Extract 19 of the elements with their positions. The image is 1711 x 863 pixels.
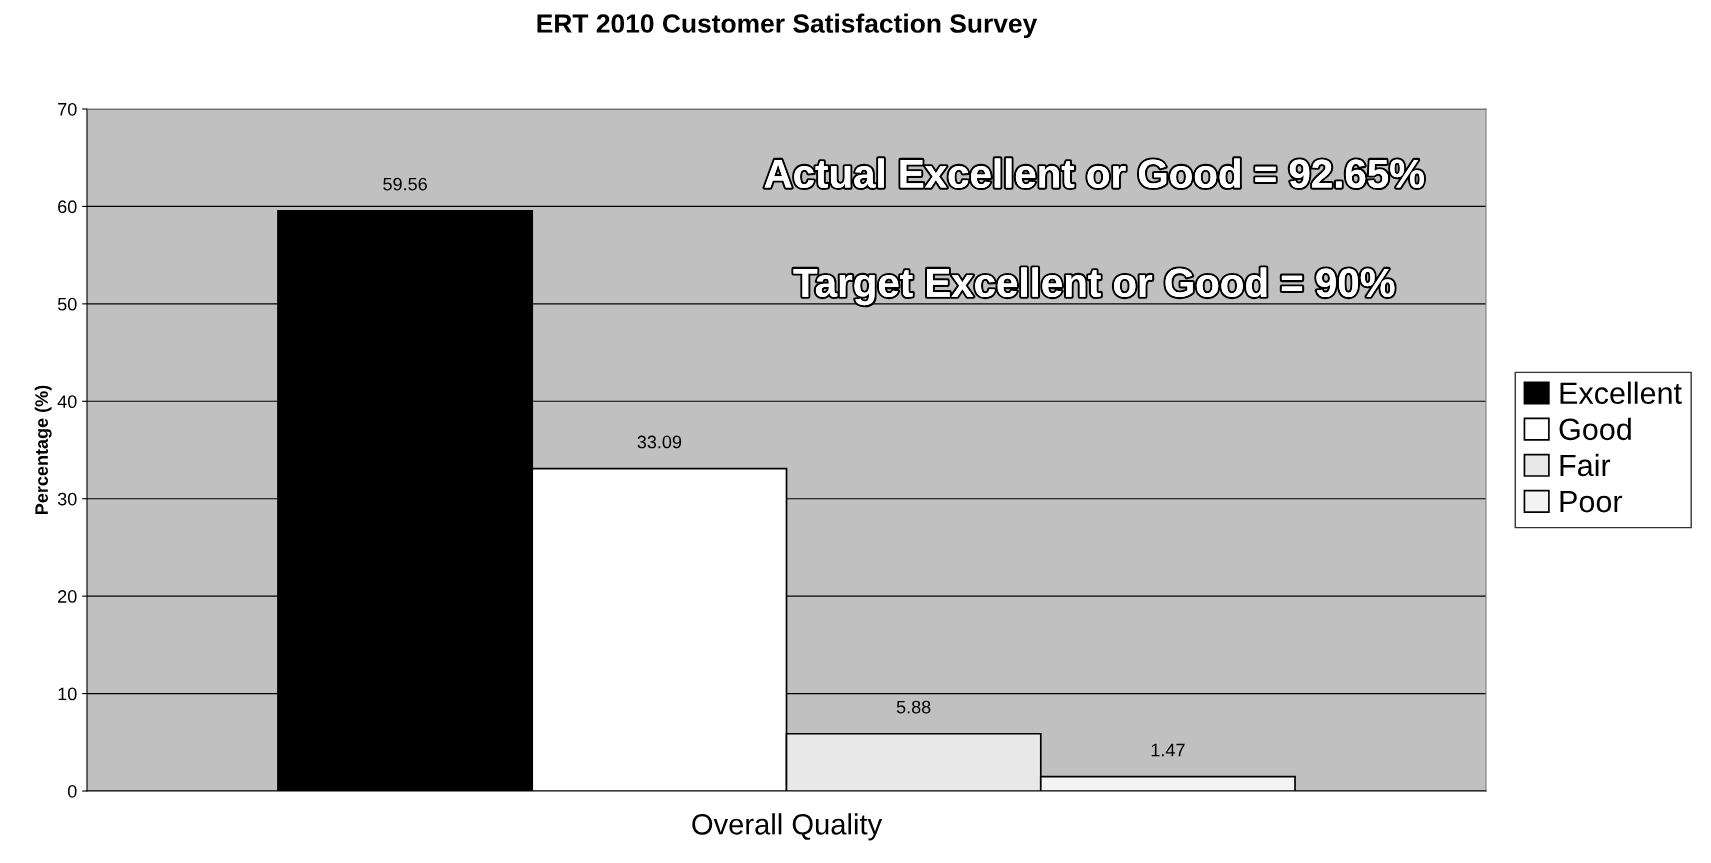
data-label: 1.47: [1151, 743, 1185, 757]
legend-label: Excellent: [1560, 381, 1682, 405]
y-tick-label: 30: [57, 492, 77, 506]
x-tick-label: Overall Quality: [692, 813, 883, 841]
y-tick-label: 40: [57, 395, 77, 409]
legend-label: Good: [1559, 417, 1631, 441]
y-axis-title: Percentage (%): [34, 385, 52, 515]
y-tick-label: 70: [58, 102, 77, 116]
data-label: 33.09: [637, 435, 682, 449]
chart-title: ERT 2010 Customer Satisfaction Survey: [537, 13, 1038, 39]
y-tick-label: 60: [58, 200, 77, 214]
data-label: 5.88: [896, 700, 931, 714]
y-tick-label: 0: [67, 784, 77, 798]
y-tick-label: 50: [57, 297, 77, 311]
legend-label: Fair: [1560, 453, 1611, 477]
legend-label: Poor: [1560, 491, 1623, 513]
y-tick-label: 20: [58, 590, 77, 603]
data-label: 59.56: [383, 177, 427, 191]
y-tick-label: 10: [58, 687, 77, 701]
